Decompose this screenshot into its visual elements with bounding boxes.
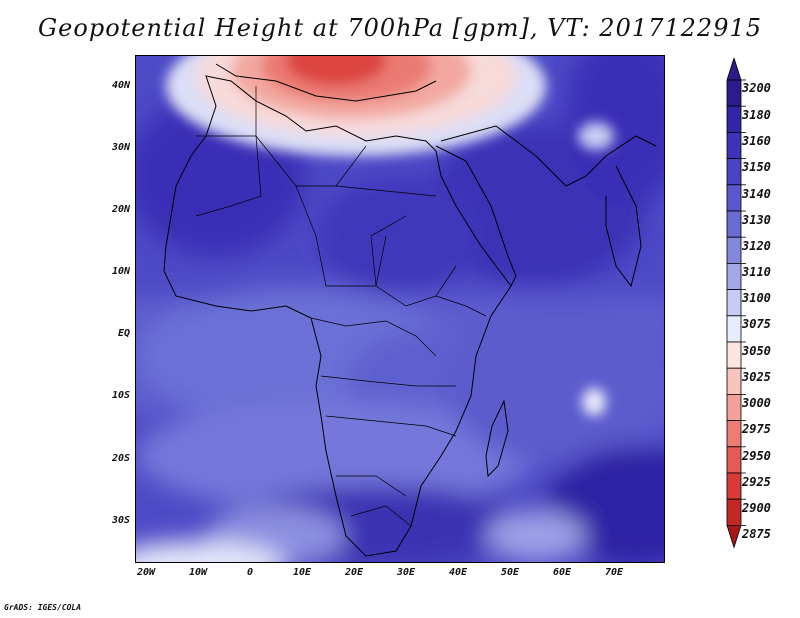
lon-label-20w: 20W <box>136 567 156 578</box>
colorbar-triangle-bottom <box>726 524 742 549</box>
lon-label-70e: 70E <box>604 567 624 578</box>
colorbar-label: 3160 <box>742 134 771 148</box>
colorbar-label: 2875 <box>742 527 771 541</box>
colorbar-triangle-top <box>726 58 742 81</box>
colorbar-label: 2925 <box>742 475 771 489</box>
colorbar-swatch <box>726 420 742 448</box>
colorbar-label: 3025 <box>742 370 771 384</box>
lon-label-40e: 40E <box>448 567 468 578</box>
colorbar-label: 3140 <box>742 187 771 201</box>
lat-label-20s: 20S <box>111 453 130 464</box>
colorbar-swatch <box>726 236 742 264</box>
lat-label-30n: 30N <box>111 142 130 153</box>
colorbar-label: 2975 <box>742 422 771 436</box>
colorbar-label: 2900 <box>742 501 771 515</box>
colorbar <box>726 58 746 549</box>
colorbar-swatch <box>726 158 742 186</box>
lat-label-10n: 10N <box>111 266 130 277</box>
colorbar-swatch <box>726 210 742 238</box>
colorbar-swatch <box>726 498 742 526</box>
colorbar-label: 3000 <box>742 396 771 410</box>
lon-label-60e: 60E <box>552 567 572 578</box>
colorbar-label: 3110 <box>742 265 771 279</box>
colorbar-swatch <box>726 79 742 107</box>
colorbar-label: 3150 <box>742 160 771 174</box>
colorbar-swatch <box>726 341 742 369</box>
colorbar-swatch <box>726 446 742 474</box>
colorbar-label: 3120 <box>742 239 771 253</box>
colorbar-swatch <box>726 262 742 290</box>
lat-label-eq: EQ <box>117 328 130 339</box>
colorbar-swatch <box>726 105 742 133</box>
lon-label-10e: 10E <box>292 567 312 578</box>
colorbar-label: 3200 <box>742 81 771 95</box>
lat-label-30s: 30S <box>111 515 130 526</box>
lat-label-20n: 20N <box>111 204 130 215</box>
colorbar-swatch <box>726 472 742 500</box>
lon-label-10w: 10W <box>188 567 208 578</box>
lon-label-50e: 50E <box>500 567 520 578</box>
colorbar-label: 3050 <box>742 344 771 358</box>
lon-label-20e: 20E <box>344 567 364 578</box>
lat-label-10s: 10S <box>111 390 130 401</box>
lon-label-30e: 30E <box>396 567 416 578</box>
colorbar-swatch <box>726 393 742 421</box>
colorbar-swatch <box>726 315 742 343</box>
lat-label-40n: 40N <box>111 80 130 91</box>
lon-label-0: 0 <box>246 567 254 578</box>
contour-field <box>136 56 664 562</box>
colorbar-label: 2950 <box>742 449 771 463</box>
colorbar-swatch <box>726 184 742 212</box>
colorbar-swatches <box>726 58 746 549</box>
colorbar-label: 3075 <box>742 317 771 331</box>
credit-text: GrADS: IGES/COLA <box>4 603 82 612</box>
colorbar-label: 3180 <box>742 108 771 122</box>
geopotential-map <box>135 55 665 563</box>
colorbar-swatch <box>726 367 742 395</box>
colorbar-swatch <box>726 289 742 317</box>
chart-title: Geopotential Height at 700hPa [gpm], VT:… <box>38 14 762 42</box>
colorbar-label: 3130 <box>742 213 771 227</box>
colorbar-label: 3100 <box>742 291 771 305</box>
colorbar-swatch <box>726 132 742 160</box>
